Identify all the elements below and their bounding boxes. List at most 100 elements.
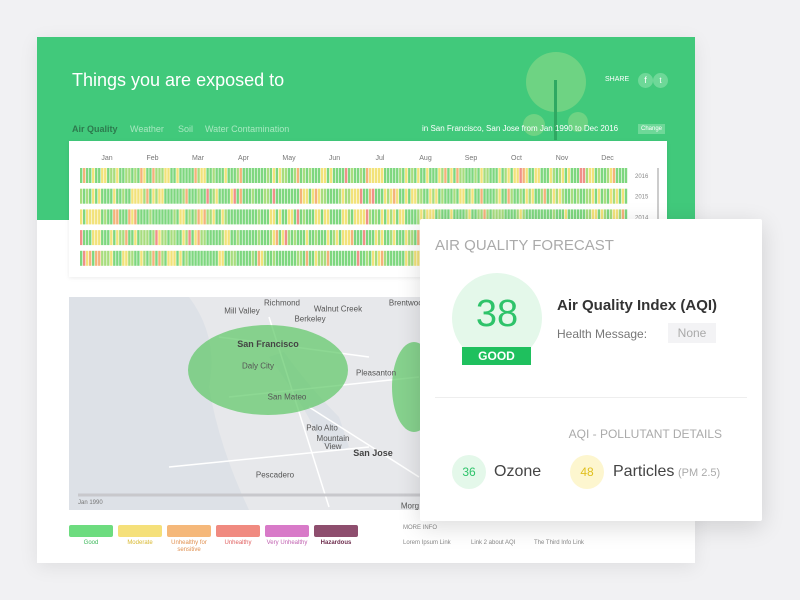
month-label: May xyxy=(282,155,296,162)
heat-cell xyxy=(332,209,336,225)
month-label: Dec xyxy=(601,155,614,162)
month-label: Jun xyxy=(329,155,340,162)
heat-cell xyxy=(495,188,498,204)
heat-cell xyxy=(624,188,628,204)
heat-cell xyxy=(155,188,158,204)
heat-cell xyxy=(221,209,224,225)
heat-cell xyxy=(510,209,513,225)
tab[interactable]: Air Quality xyxy=(72,124,118,134)
heat-cell xyxy=(377,250,381,266)
heat-cell xyxy=(272,188,276,204)
heat-cell xyxy=(260,209,263,225)
forecast-title: AIR QUALITY FORECAST xyxy=(435,237,614,254)
heat-cell xyxy=(540,209,543,225)
heat-cell xyxy=(390,209,393,225)
heat-cell xyxy=(498,209,501,225)
heat-cell xyxy=(104,209,107,225)
heat-cell xyxy=(113,209,116,225)
heat-cell xyxy=(143,188,146,204)
heat-cell xyxy=(387,250,390,266)
heat-cell xyxy=(197,168,200,183)
heat-cell xyxy=(374,188,378,204)
heat-cell xyxy=(441,209,444,225)
heat-cell xyxy=(137,209,140,225)
heat-cell xyxy=(368,250,372,266)
info-link[interactable]: The Third Info Link xyxy=(534,540,584,546)
heat-cell xyxy=(116,188,119,204)
heat-cell xyxy=(561,188,564,204)
heat-cell xyxy=(203,209,206,225)
divider xyxy=(435,397,747,398)
heat-cell xyxy=(450,209,453,225)
heat-cell xyxy=(113,250,116,266)
heat-cell xyxy=(492,168,495,183)
heat-cell xyxy=(170,209,173,225)
heat-cell xyxy=(486,209,489,225)
heat-cell xyxy=(477,168,480,183)
heat-cell xyxy=(429,188,432,204)
info-link[interactable]: Link 2 about AQI xyxy=(471,540,516,546)
heat-cell xyxy=(227,230,230,246)
heat-cell xyxy=(104,230,107,246)
heat-cell xyxy=(125,230,128,246)
heat-cell xyxy=(317,209,321,225)
heat-cell xyxy=(335,230,339,246)
heat-cell xyxy=(80,188,83,204)
heat-cell xyxy=(600,168,604,183)
heat-cell xyxy=(326,168,330,183)
month-label: Aug xyxy=(419,155,432,162)
heat-cell xyxy=(83,209,86,225)
twitter-button[interactable]: t xyxy=(653,73,668,88)
change-button[interactable]: Change xyxy=(638,124,666,134)
heat-cell xyxy=(459,168,462,183)
heat-cell xyxy=(576,209,580,225)
heat-cell xyxy=(191,209,194,225)
heat-cell xyxy=(606,188,610,204)
heat-cell xyxy=(242,188,245,204)
facebook-button[interactable]: f xyxy=(638,73,653,88)
heat-cell xyxy=(417,250,420,266)
heat-cell xyxy=(215,188,218,204)
heat-cell xyxy=(462,209,465,225)
heat-cell xyxy=(293,230,297,246)
heat-cell xyxy=(417,209,420,225)
heat-cell xyxy=(356,250,360,266)
heat-cell xyxy=(591,209,595,225)
tab[interactable]: Weather xyxy=(130,124,164,134)
heat-cell xyxy=(203,188,206,204)
share-label: SHARE xyxy=(605,76,630,83)
heat-cell xyxy=(423,168,426,183)
heat-cell xyxy=(176,209,179,225)
heat-cell xyxy=(227,168,230,183)
heat-cell xyxy=(200,168,203,183)
heat-cell xyxy=(89,168,92,183)
heat-cell xyxy=(110,168,113,183)
heat-cell xyxy=(284,209,288,225)
heat-cell xyxy=(236,188,239,204)
heat-cell xyxy=(140,250,143,266)
heat-cell xyxy=(251,250,254,266)
heat-cell xyxy=(149,230,152,246)
legend-label: Moderate xyxy=(127,540,153,546)
heat-cell xyxy=(432,188,435,204)
heat-cell xyxy=(182,230,185,246)
heat-cell xyxy=(314,250,318,266)
heat-cell xyxy=(287,250,291,266)
info-link[interactable]: Lorem Ipsum Link xyxy=(403,540,451,546)
heat-cell xyxy=(414,209,417,225)
heat-cell xyxy=(311,188,315,204)
place-label: San Mateo xyxy=(267,392,307,402)
heat-cell xyxy=(371,230,375,246)
heat-cell xyxy=(293,250,297,266)
heat-cell xyxy=(197,230,200,246)
tab[interactable]: Soil xyxy=(178,124,194,134)
heat-cell xyxy=(558,188,561,204)
heat-cell xyxy=(83,230,86,246)
heat-cell xyxy=(92,250,95,266)
heat-cell xyxy=(435,188,438,204)
heat-cell xyxy=(384,188,387,204)
heat-cell xyxy=(603,188,607,204)
place-label: San Jose xyxy=(353,448,393,458)
tab[interactable]: Water Contamination xyxy=(205,124,290,134)
heat-cell xyxy=(432,168,435,183)
